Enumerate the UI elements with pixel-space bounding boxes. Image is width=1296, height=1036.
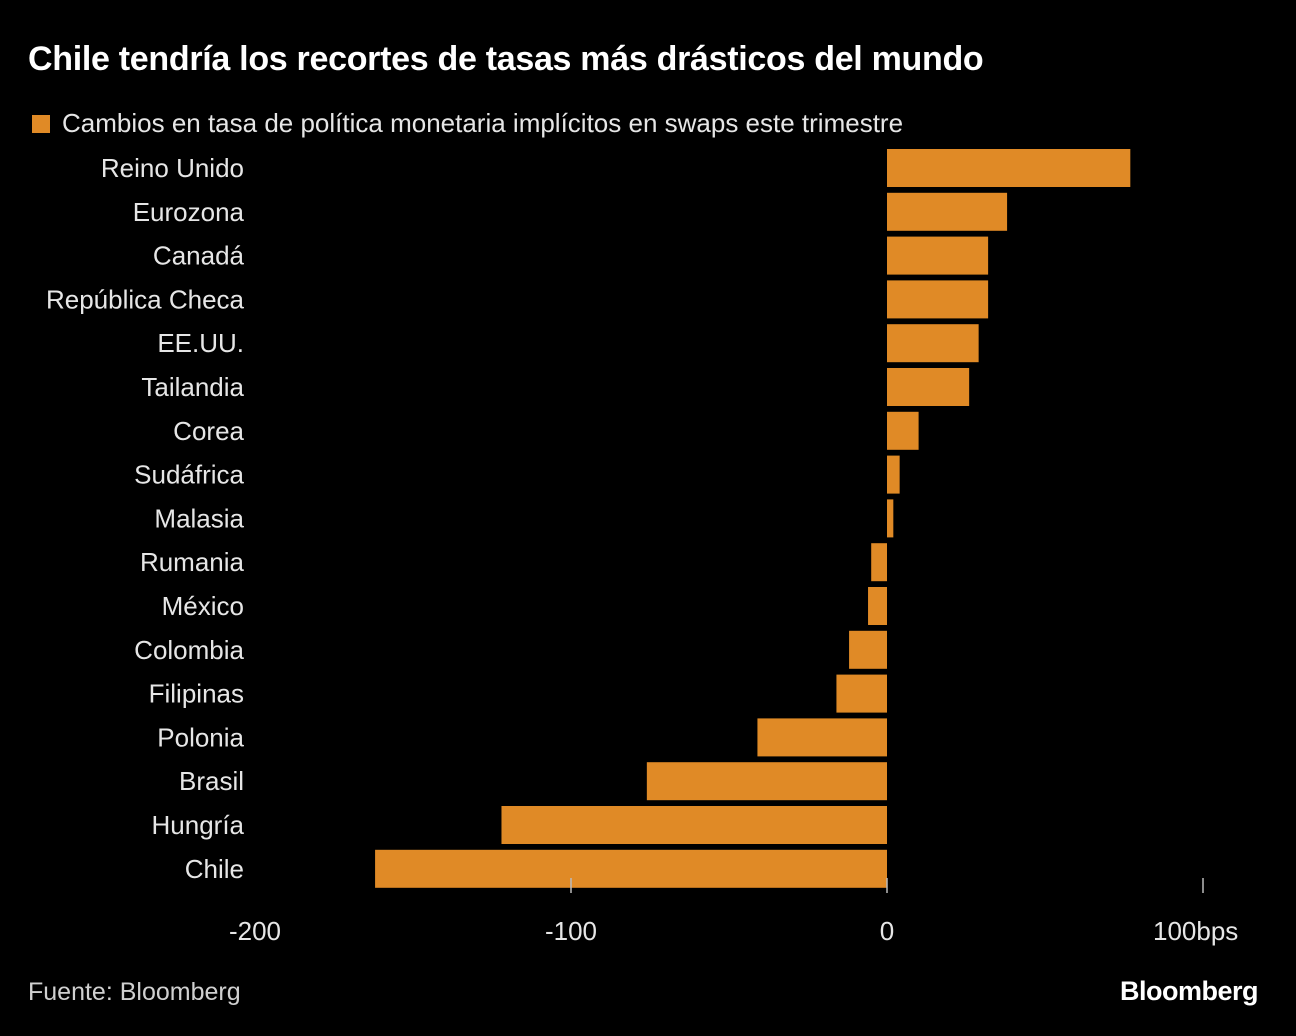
bar-rumania: [871, 543, 887, 582]
legend: Cambios en tasa de política monetaria im…: [32, 108, 903, 139]
bar-hungr-a: [501, 806, 887, 844]
category-label: Polonia: [157, 722, 244, 752]
legend-swatch: [32, 114, 50, 133]
bar-m-xico: [868, 587, 887, 625]
category-label: Reino Unido: [101, 153, 244, 183]
bar-rep-blica-checa: [887, 280, 989, 319]
x-tick-label: -100: [545, 916, 597, 946]
category-label: Tailandia: [141, 372, 244, 402]
x-tick-label: 0: [880, 916, 894, 946]
bar-canad-: [887, 236, 989, 275]
bar-polonia: [757, 718, 887, 757]
bar-corea: [887, 411, 919, 450]
bar-tailandia: [887, 368, 970, 406]
bar-sud-frica: [887, 455, 900, 494]
category-label: Filipinas: [149, 679, 244, 709]
category-label: Rumania: [140, 547, 245, 577]
category-label: Eurozona: [133, 197, 245, 227]
category-label: Chile: [185, 854, 244, 884]
bar-filipinas: [836, 674, 887, 713]
category-label: Colombia: [134, 635, 244, 665]
bar-ee-uu-: [887, 324, 979, 363]
category-label: Malasia: [154, 503, 244, 533]
bloomberg-logo: Bloomberg: [1119, 976, 1259, 1006]
category-label: Hungría: [152, 810, 245, 840]
legend-label: Cambios en tasa de política monetaria im…: [62, 108, 904, 138]
category-label: República Checa: [46, 284, 245, 314]
category-label: Sudáfrica: [134, 460, 244, 490]
category-label: Corea: [173, 416, 244, 446]
source-note: Fuente: Bloomberg: [28, 978, 241, 1006]
bar-eurozona: [887, 192, 1008, 231]
category-label: Canadá: [153, 241, 245, 271]
category-label: Brasil: [179, 766, 244, 796]
bar-brasil: [646, 762, 887, 801]
bar-chile: [375, 849, 887, 888]
category-label: México: [162, 591, 244, 621]
bar-malasia: [887, 499, 894, 538]
category-label: EE.UU.: [157, 328, 244, 358]
x-tick-label: -200: [229, 916, 281, 946]
bar-reino-unido: [887, 149, 1131, 187]
x-tick-label: 100bps: [1153, 916, 1238, 946]
chart-title: Chile tendría los recortes de tasas más …: [28, 40, 984, 78]
bar-colombia: [849, 630, 887, 669]
